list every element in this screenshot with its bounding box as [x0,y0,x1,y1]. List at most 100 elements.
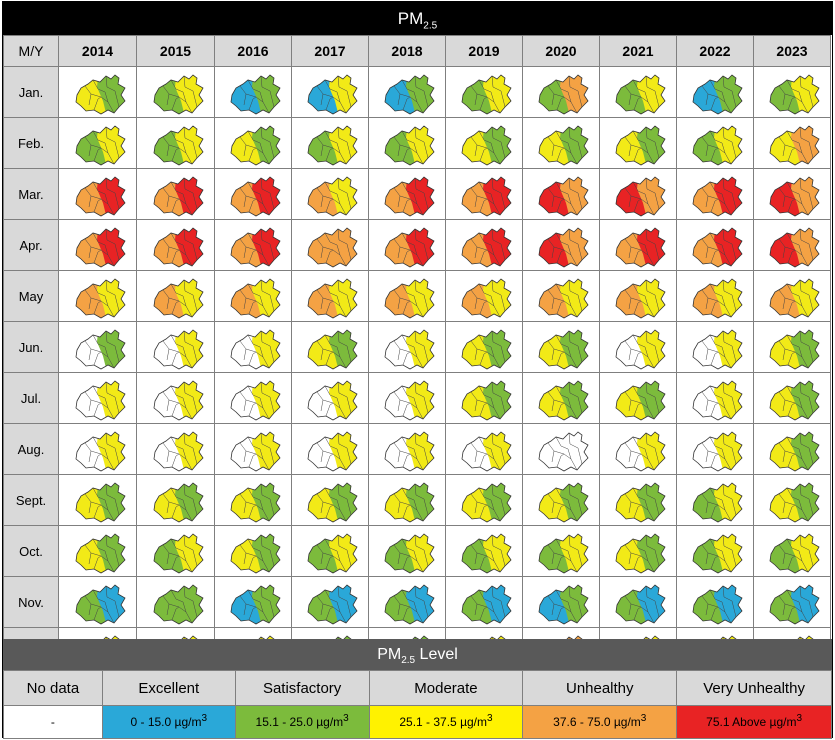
legend-table: No data Excellent Satisfactory Moderate Unhe… [3,670,832,739]
year-header-row: M/Y 2014 2015 2016 2017 2018 2019 2020 2021 2022… [3,35,831,67]
map-cell [753,525,831,577]
map-district-borders [547,585,583,624]
map-cell [522,423,600,475]
month-label: Nov. [3,576,59,628]
map-district-borders [316,177,352,216]
map-cell [522,321,600,373]
month-label: Sept. [3,474,59,526]
map-district-borders [624,585,660,624]
map-outline [75,227,126,268]
month-row: Mar. [3,168,831,220]
pm25-map-icon [538,278,589,319]
map-outline [384,584,435,625]
map-cell [368,423,446,475]
legend-level-name: Unhealthy [522,670,678,706]
map-outline [230,482,281,523]
map-outline [615,278,666,319]
map-cell [676,270,754,322]
pm25-map-icon [615,431,666,472]
pm25-map-icon [615,482,666,523]
pm25-map-icon [153,482,204,523]
pm25-map-icon [230,584,281,625]
map-outline [384,125,435,166]
pm25-map-icon [538,380,589,421]
map-cell [368,117,446,169]
legend-range-text: 37.6 - 75.0 µg/m [553,715,641,729]
pm25-map-icon [769,125,820,166]
map-outline [307,227,358,268]
map-cell [599,321,677,373]
pm25-map-icon [538,227,589,268]
pm25-map-icon [615,278,666,319]
map-cell [522,576,600,628]
pm25-map-icon [769,431,820,472]
year-header: 2020 [522,35,600,67]
map-cell [753,372,831,424]
pm25-map-icon [307,227,358,268]
map-district-borders [778,279,814,318]
map-cell [214,66,292,118]
map-district-borders [624,177,660,216]
map-district-borders [316,483,352,522]
map-outline [384,329,435,370]
map-outline [307,278,358,319]
map-cell [676,525,754,577]
pm25-map-icon [230,329,281,370]
pm25-map-icon [153,125,204,166]
map-district-borders [162,381,197,420]
map-cell [214,474,292,526]
title-main: PM [397,9,424,28]
map-outline [230,329,281,370]
map-cell [676,576,754,628]
map-outline [75,329,126,370]
pm25-map-icon [769,380,820,421]
map-cell [676,423,754,475]
pm25-map-icon [230,380,281,421]
pm25-map-icon [538,74,589,115]
map-cell [522,525,600,577]
map-district-borders [470,381,506,420]
map-cell [599,525,677,577]
map-outline [692,278,743,319]
month-row: Feb. [3,117,831,169]
pm25-map-icon [692,176,743,217]
map-outline [230,227,281,268]
month-label: Jan. [3,66,59,118]
map-district-borders [778,432,814,471]
map-district-borders [778,534,814,573]
year-header: 2022 [676,35,754,67]
pm25-map-icon [230,278,281,319]
map-outline [538,431,589,472]
map-outline [307,482,358,523]
legend-range-text: 75.1 Above µg/m [706,715,797,729]
map-cell [58,66,137,118]
map-district-borders [701,228,737,267]
year-header: 2021 [599,35,677,67]
map-outline [461,74,512,115]
pm25-map-icon [153,278,204,319]
map-cell [599,219,677,271]
map-district-borders [701,177,737,216]
map-outline [307,533,358,574]
map-cell [291,219,369,271]
map-cell [445,576,523,628]
pm25-map-icon [461,74,512,115]
month-label: Apr. [3,219,59,271]
map-cell [368,474,446,526]
map-district-borders [701,279,737,318]
map-outline [307,176,358,217]
map-cell [291,474,369,526]
map-outline [153,431,204,472]
map-cell [368,372,446,424]
legend-level-range: 15.1 - 25.0 µg/m3 [234,705,370,739]
map-district-borders [778,126,814,165]
map-cell [214,372,292,424]
map-cell [58,474,137,526]
map-outline [384,278,435,319]
map-cell [291,525,369,577]
year-header: 2023 [753,35,831,67]
map-cell [445,219,523,271]
map-outline [153,584,204,625]
map-cell [676,474,754,526]
map-district-borders [393,126,429,165]
